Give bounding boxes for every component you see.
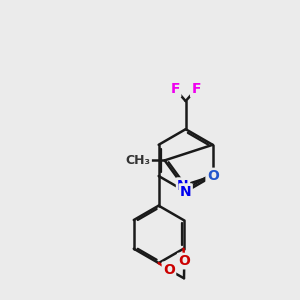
Text: O: O [163,263,175,277]
Text: O: O [178,254,190,268]
Text: O: O [207,169,219,183]
Text: CH₃: CH₃ [126,154,151,167]
Text: F: F [191,82,201,96]
Text: F: F [170,82,180,96]
Text: N: N [177,179,189,193]
Text: N: N [180,184,191,199]
